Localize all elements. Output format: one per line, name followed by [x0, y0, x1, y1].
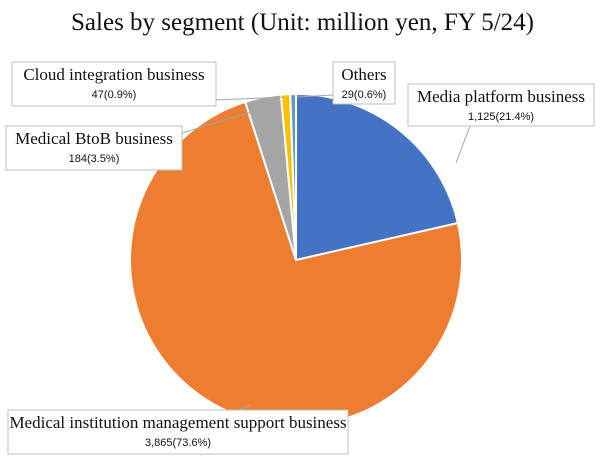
callout-box-medical-institution-management-support-business	[7, 409, 349, 455]
slice-value-others: 29(0.6%)	[342, 89, 387, 101]
chart-title: Sales by segment (Unit: million yen, FY …	[71, 9, 534, 36]
slice-label-cloud-integration-business: Cloud integration business	[23, 65, 204, 84]
callout-box-medical-btob-business	[5, 125, 183, 171]
slice-label-media-platform-business: Media platform business	[417, 87, 585, 106]
slice-value-media-platform-business: 1,125(21.4%)	[468, 111, 534, 123]
leader-line-cloud-integration-business	[215, 96, 285, 101]
leader-line-media-platform-business	[455, 125, 471, 164]
slice-label-medical-institution-management-support-business: Medical institution management support b…	[9, 413, 346, 432]
slice-value-medical-btob-business: 184(3.5%)	[69, 153, 120, 165]
pie-slice-others	[289, 92, 297, 261]
leader-line-medical-institution-management-support-business	[239, 404, 251, 411]
slice-value-medical-institution-management-support-business: 3,865(73.6%)	[145, 437, 211, 449]
slice-label-medical-btob-business: Medical BtoB business	[15, 129, 173, 148]
callout-box-cloud-integration-business	[11, 61, 217, 107]
callout-box-media-platform-business	[407, 83, 595, 127]
leader-line-others	[296, 94, 334, 98]
leader-line-medical-btob-business	[181, 109, 259, 134]
slice-value-cloud-integration-business: 47(0.9%)	[92, 89, 137, 101]
callout-box-others	[332, 61, 396, 105]
slice-label-others: Others	[341, 65, 386, 84]
